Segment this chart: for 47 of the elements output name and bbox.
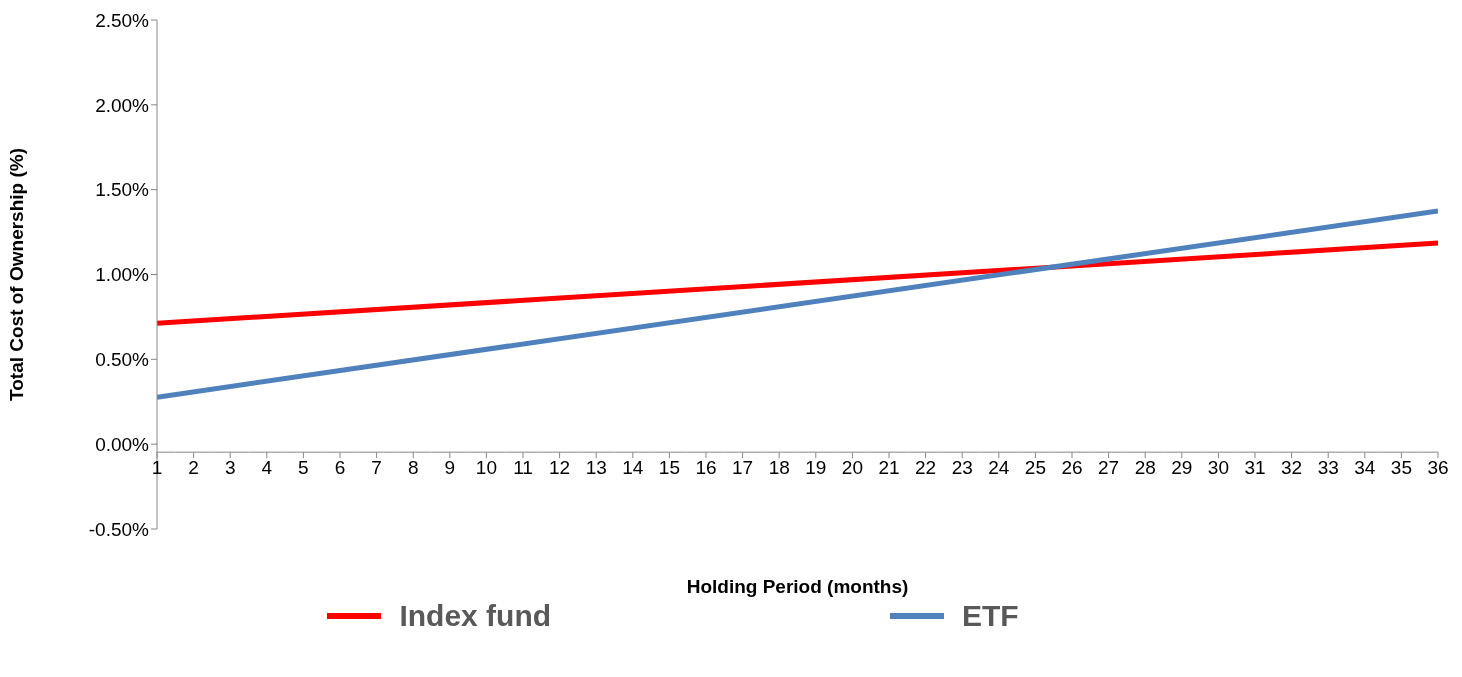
x-tick-label: 20 <box>841 457 863 479</box>
x-tick-label: 9 <box>444 457 456 479</box>
x-axis-title: Holding Period (months) <box>686 576 909 597</box>
x-tick-label: 6 <box>334 457 346 479</box>
x-tick-label: 34 <box>1354 457 1376 479</box>
x-tick-label: 4 <box>261 457 273 479</box>
x-tick-label: 16 <box>695 457 717 479</box>
x-tick-label: 1 <box>151 457 163 479</box>
x-tick-label: 26 <box>1061 457 1083 479</box>
x-tick-label: 25 <box>1024 457 1046 479</box>
x-tick-label: 12 <box>549 457 571 479</box>
x-tick-label: 22 <box>915 457 937 479</box>
x-tick-label: 8 <box>407 457 419 479</box>
x-tick-label: 32 <box>1281 457 1303 479</box>
y-tick-label: 1.00% <box>95 264 150 286</box>
x-tick-label: 17 <box>732 457 754 479</box>
x-tick-label: 7 <box>371 457 382 479</box>
x-tick-label: 36 <box>1427 457 1449 479</box>
y-tick-label: 0.50% <box>95 349 150 371</box>
x-tick-label: 24 <box>988 457 1010 479</box>
y-axis-title: Total Cost of Ownership (%) <box>5 148 27 401</box>
x-tick-label: 3 <box>224 457 236 479</box>
x-tick-label: 19 <box>805 457 827 479</box>
y-tick-label: -0.50% <box>88 518 150 540</box>
y-tick-label: 2.50% <box>95 9 150 31</box>
x-tick-label: 15 <box>658 457 680 479</box>
x-tick-label: 23 <box>951 457 973 479</box>
y-tick-label: 2.00% <box>95 94 150 116</box>
x-tick-label: 5 <box>298 457 309 479</box>
x-tick-label: 29 <box>1171 457 1193 479</box>
x-tick-label: 2 <box>188 457 199 479</box>
x-tick-label: 28 <box>1134 457 1156 479</box>
x-tick-label: 10 <box>475 457 497 479</box>
y-tick-label: 1.50% <box>95 179 150 201</box>
x-tick-label: 11 <box>513 457 533 479</box>
x-tick-label: 30 <box>1207 457 1229 479</box>
x-tick-label: 14 <box>622 457 644 479</box>
x-tick-label: 33 <box>1317 457 1339 479</box>
legend-label: ETF <box>961 599 1019 633</box>
x-tick-label: 13 <box>585 457 607 479</box>
x-tick-label: 31 <box>1244 457 1266 479</box>
x-tick-label: 27 <box>1098 457 1120 479</box>
y-tick-label: 0.00% <box>95 433 150 455</box>
legend-label: Index fund <box>399 599 552 633</box>
x-tick-label: 35 <box>1390 457 1412 479</box>
x-tick-label: 18 <box>768 457 790 479</box>
x-tick-label: 21 <box>878 457 900 479</box>
